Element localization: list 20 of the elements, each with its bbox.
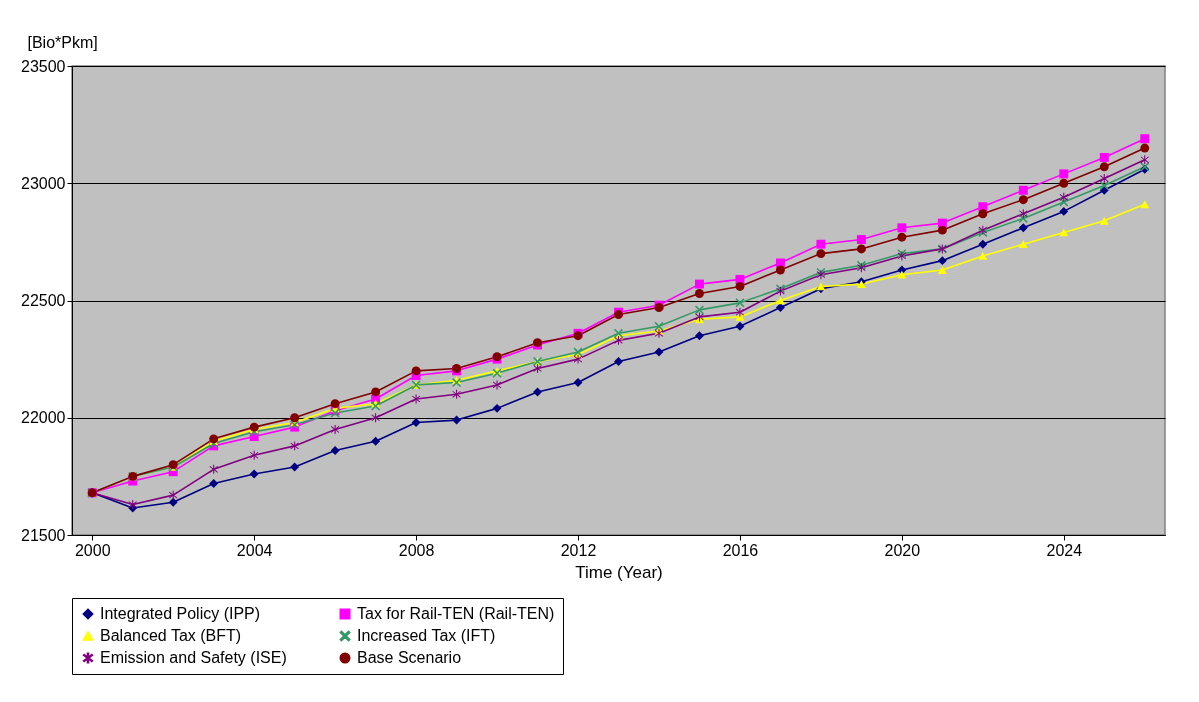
x-axis-title: Time (Year): [575, 562, 663, 582]
x-tick-label: 2000: [74, 541, 111, 559]
y-tick-label: 23000: [21, 174, 66, 192]
x-tick-label: 2008: [398, 541, 435, 559]
legend-label: Base Scenario: [357, 649, 462, 666]
x-tick-label: 2024: [1046, 541, 1083, 559]
y-axis-title: [Bio*Pkm]: [27, 33, 98, 51]
y-tick-label: 23500: [21, 57, 66, 75]
legend-label: Tax for Rail-TEN (Rail-TEN): [357, 605, 555, 622]
x-tick-label: 2004: [236, 541, 273, 559]
y-tick-label: 22000: [21, 409, 66, 427]
legend-label: Increased Tax (IFT): [357, 627, 496, 644]
legend-label: Balanced Tax (BFT): [100, 627, 242, 644]
x-tick-label: 2016: [722, 541, 759, 559]
x-tick-label: 2020: [884, 541, 921, 559]
y-tick-label: 21500: [21, 526, 66, 544]
legend-label: Emission and Safety (ISE): [100, 649, 287, 666]
x-tick-label: 2012: [560, 541, 597, 559]
y-tick-label: 22500: [21, 292, 66, 309]
legend-label: Integrated Policy (IPP): [100, 605, 261, 622]
